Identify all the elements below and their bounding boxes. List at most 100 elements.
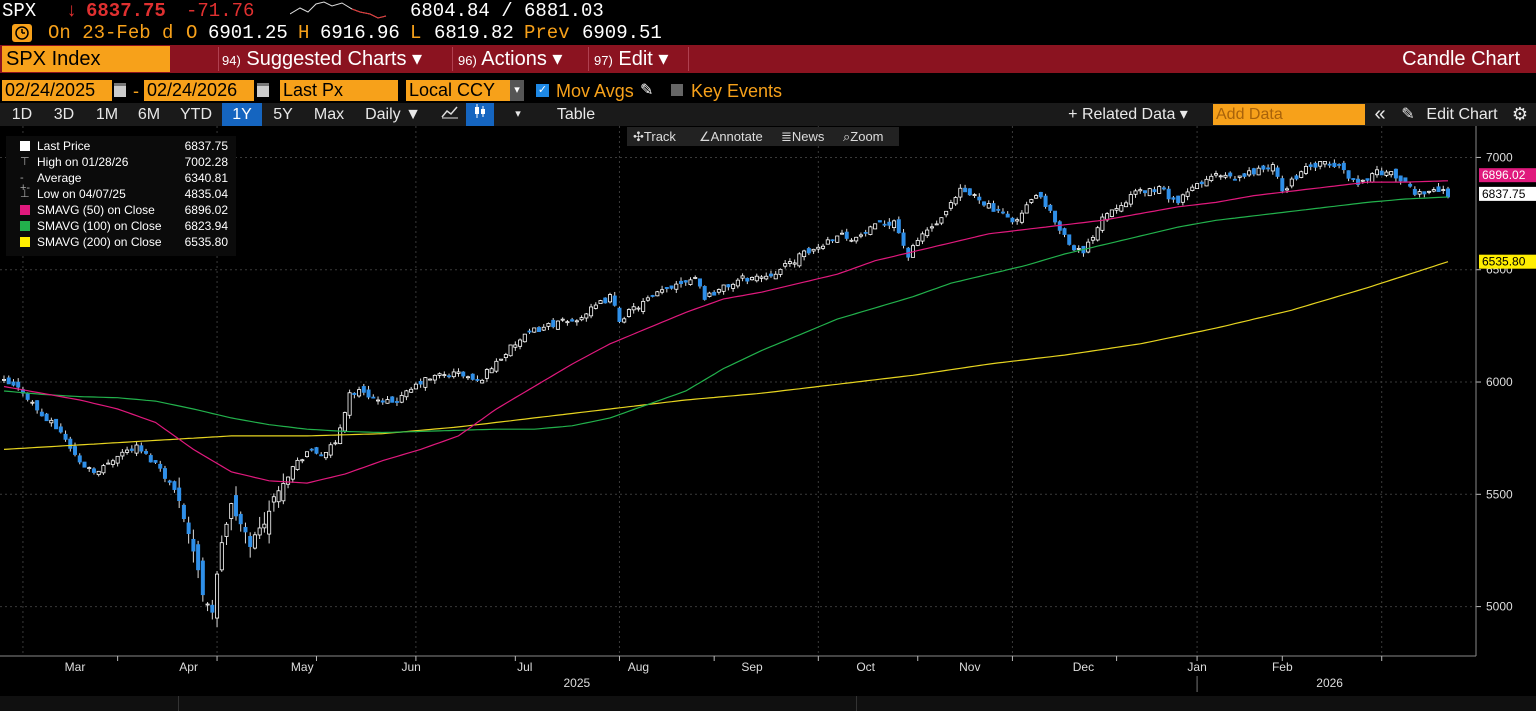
period-1d[interactable]: 1D [11,106,33,123]
calendar-icon[interactable] [114,83,126,97]
period-3d[interactable]: 3D [53,106,75,123]
field-select[interactable]: Last Px [280,80,398,101]
period-1m[interactable]: 1M [95,106,119,123]
candle-body [139,445,144,452]
candle-body [844,231,849,239]
key-events-label[interactable]: Key Events [691,81,783,101]
x-tick-label: Nov [959,660,980,674]
chart-style-dropdown[interactable]: ▾ [515,108,521,120]
candle-body [683,280,688,283]
candle-body [1360,179,1365,182]
open-label: O [186,22,198,44]
candle-body [215,573,220,619]
candle-body [101,465,106,474]
line-chart-icon[interactable] [436,103,464,126]
candle-body [1275,167,1280,177]
low-label: L [410,22,422,44]
candle-body [423,377,428,388]
candle-body [1142,190,1147,194]
candle-body [257,527,262,536]
menu-suggested-charts[interactable]: 94) Suggested Charts ▾ [222,48,423,70]
candle-body [1029,199,1034,203]
candle-body [612,295,617,306]
candle-body [1403,177,1408,182]
candle-body [1223,174,1228,178]
x-tick-label: Feb [1272,660,1293,674]
pencil-icon[interactable]: ✎ [640,82,654,99]
pencil-icon[interactable]: ✎ [1401,106,1415,123]
candle-body [584,313,589,319]
candle-body [787,261,792,264]
collapse-icon[interactable]: « [1374,103,1386,125]
sma200-price-tag-bg [1479,254,1536,269]
candle-body [1337,164,1342,166]
edit-chart-button[interactable]: Edit Chart [1426,106,1498,123]
end-date-input[interactable]: 02/24/2026 [144,80,254,101]
candle-body [129,448,134,451]
sma50-price-tag: 6896.02 [1482,168,1526,182]
period-max[interactable]: Max [313,106,345,123]
legend-swatch [20,205,30,215]
currency-select[interactable]: Local CCY [406,80,510,101]
chevron-down-icon[interactable]: ▾ [510,80,524,101]
menu-divider [588,47,589,71]
candle-body [91,468,96,473]
candle-body [1015,219,1020,222]
candle-body [1351,178,1356,180]
candle-body [177,487,182,501]
menu-divider [218,47,219,71]
related-data-button[interactable]: + Related Data ▾ [1068,106,1188,123]
calendar-icon[interactable] [257,83,269,97]
key-events-checkbox[interactable] [671,84,683,96]
candle-body [873,223,878,230]
menu-edit[interactable]: 97) Edit ▾ [594,48,669,70]
candle-body [172,481,177,490]
candle-body [958,187,963,198]
candle-body [849,239,854,242]
candle-body [977,196,982,201]
candle-body [929,226,934,229]
frequency-select[interactable]: Daily ▼ [365,106,421,123]
mov-avgs-label[interactable]: Mov Avgs [556,81,634,101]
zoom-tool[interactable]: ⌕ Zoom [843,129,884,144]
track-tool[interactable]: ✣ Track [633,129,676,144]
candle-body [224,523,229,537]
candle-body [1067,234,1072,245]
add-data-input[interactable]: Add Data [1213,104,1365,125]
gear-icon[interactable]: ⚙ [1511,104,1529,124]
annotate-tool[interactable]: ∠ Annotate [699,129,763,144]
candle-body [1076,248,1081,250]
candle-body [679,280,684,285]
candle-body [1171,197,1176,200]
candle-body [702,286,707,300]
candle-body [802,250,807,258]
candle-body [858,234,863,237]
ticker: SPX [2,0,37,22]
security-field[interactable]: SPX Index [2,46,170,72]
candle-body [181,504,186,520]
menu-actions[interactable]: 96) Actions ▾ [458,48,563,70]
start-date-input[interactable]: 02/24/2025 [2,80,112,101]
candle-body [716,289,721,293]
prev-value: 6909.51 [582,22,662,44]
candle-body [522,333,527,343]
period-1y[interactable]: 1Y [222,103,262,126]
mov-avgs-checkbox[interactable]: ✓ [536,84,549,97]
period-ytd[interactable]: YTD [180,106,212,123]
x-tick-label: Oct [856,660,875,674]
candle-body [456,371,461,374]
candle-body [1412,188,1417,195]
period-5y[interactable]: 5Y [273,106,293,123]
low-marker-icon: ⊥ [20,188,30,200]
news-tool[interactable]: ≣ News [781,129,825,144]
candle-body [712,291,717,296]
candle-body [811,248,816,252]
candle-chart-icon[interactable] [466,103,494,126]
period-6m[interactable]: 6M [137,106,161,123]
candle-body [593,304,598,309]
candle-body [948,202,953,209]
candle-body [2,379,7,381]
table-button[interactable]: Table [556,106,596,123]
